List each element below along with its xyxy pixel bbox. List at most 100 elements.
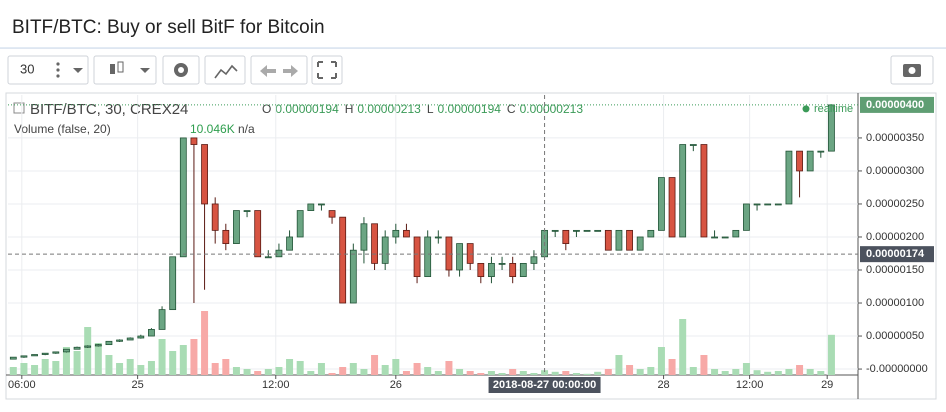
realtime-label: realtime xyxy=(814,103,853,115)
volume-bar xyxy=(487,371,495,375)
candle-body xyxy=(817,150,825,153)
volume-bar xyxy=(689,367,697,375)
candle-body xyxy=(658,177,665,231)
volume-bar xyxy=(466,371,474,375)
candle-body xyxy=(774,203,782,206)
dropdown-icon xyxy=(73,68,83,73)
collapse-icon[interactable] xyxy=(13,102,25,114)
indicators-button[interactable] xyxy=(204,55,246,85)
candle-body xyxy=(52,351,60,354)
y-tick-label: 0.00000150 xyxy=(866,264,924,276)
x-tick-label: 26 xyxy=(390,379,402,391)
ohlc-value: 0.00000213 xyxy=(520,102,584,116)
volume-bar xyxy=(413,363,421,375)
y-tick-label: 0.00000350 xyxy=(866,132,924,144)
volume-bar xyxy=(381,365,389,375)
candle-body xyxy=(381,236,389,264)
interval-button[interactable] xyxy=(7,55,89,85)
volume-bar xyxy=(615,355,623,375)
candle-body xyxy=(41,352,49,355)
last-price-badge xyxy=(860,96,934,113)
candle-body xyxy=(796,150,803,172)
volume-bar xyxy=(572,373,580,375)
volume-bar xyxy=(785,369,793,375)
undo-redo-button[interactable] xyxy=(250,55,308,85)
redo-icon xyxy=(283,65,298,77)
volume-bar xyxy=(827,334,835,375)
volume-bar xyxy=(456,369,464,375)
volume-extra: n/a xyxy=(238,122,255,136)
volume-bar xyxy=(349,363,357,375)
candle-body xyxy=(647,229,655,238)
chart-panel xyxy=(0,49,946,407)
candle-body xyxy=(732,229,740,238)
toolbar-icons xyxy=(56,61,921,79)
dots-icon xyxy=(56,74,60,78)
volume-bar xyxy=(445,361,453,375)
candle-body xyxy=(254,210,262,258)
crosshair-price-badge xyxy=(860,246,934,263)
crosshair-price-label: 0.00000174 xyxy=(866,248,925,260)
candle-body xyxy=(94,344,102,347)
volume-bar xyxy=(647,367,655,375)
volume-bar xyxy=(232,367,240,375)
volume-bar xyxy=(179,345,187,375)
volume-bar xyxy=(360,369,368,375)
volume-bar xyxy=(477,373,485,375)
fullscreen-button[interactable] xyxy=(311,55,343,85)
crosshair-time-badge xyxy=(488,377,601,393)
candle-body xyxy=(764,203,772,206)
candle-body xyxy=(148,329,155,337)
candle-body xyxy=(392,229,400,238)
volume-bar xyxy=(254,371,262,375)
volume-bar xyxy=(657,347,665,375)
volume-bar xyxy=(147,361,155,375)
volume-bar xyxy=(668,359,676,375)
volume-bar xyxy=(169,351,177,375)
volume-bar xyxy=(806,369,814,375)
settings-button[interactable] xyxy=(162,55,200,85)
last-price-label: 0.00000400 xyxy=(866,99,924,111)
volume-bar xyxy=(583,373,591,375)
volume-last-value: 10.046K xyxy=(190,122,235,136)
candle-icon xyxy=(117,61,124,73)
volume-bar xyxy=(105,355,113,375)
candle-body xyxy=(339,216,347,304)
y-tick-label: 0.00000300 xyxy=(866,165,924,177)
volume-bar xyxy=(753,370,761,375)
candle-body xyxy=(785,150,793,205)
candle-body xyxy=(222,229,230,244)
volume-bar xyxy=(498,373,506,375)
volume-bar xyxy=(317,363,325,375)
candle-body xyxy=(63,348,70,353)
candle-body xyxy=(403,229,410,238)
candle-body xyxy=(604,229,612,251)
volume-bar xyxy=(243,369,251,375)
volume-bar xyxy=(126,359,134,375)
candle-body xyxy=(743,203,750,231)
volume-bar xyxy=(594,371,602,375)
volume-bar xyxy=(764,371,772,375)
x-tick-label: 29 xyxy=(821,379,833,391)
ohlc-value: 0.00000213 xyxy=(357,102,421,116)
chart-style-button[interactable] xyxy=(93,55,157,85)
volume-bar xyxy=(604,369,612,375)
y-tick-label: 0.00000250 xyxy=(866,198,924,210)
candle-body xyxy=(445,236,453,271)
volume-bar xyxy=(9,367,17,375)
volume-bar xyxy=(62,347,70,375)
candle-body xyxy=(583,229,591,232)
candle-body xyxy=(828,104,835,152)
x-tick-label: 25 xyxy=(132,379,144,391)
symbol-label: BITF/BTC, 30, CREX24 xyxy=(30,101,188,118)
volume-bar xyxy=(116,363,124,375)
snapshot-button[interactable] xyxy=(890,55,934,85)
volume-bar xyxy=(509,369,517,375)
candle-body xyxy=(318,203,325,206)
candle-body xyxy=(169,256,177,311)
y-tick-label: 0.00000200 xyxy=(866,231,924,243)
x-tick-label: 28 xyxy=(657,379,669,391)
page-title: BITF/BTC: Buy or sell BitF for Bitcoin xyxy=(12,17,325,38)
candle-body xyxy=(721,236,729,239)
